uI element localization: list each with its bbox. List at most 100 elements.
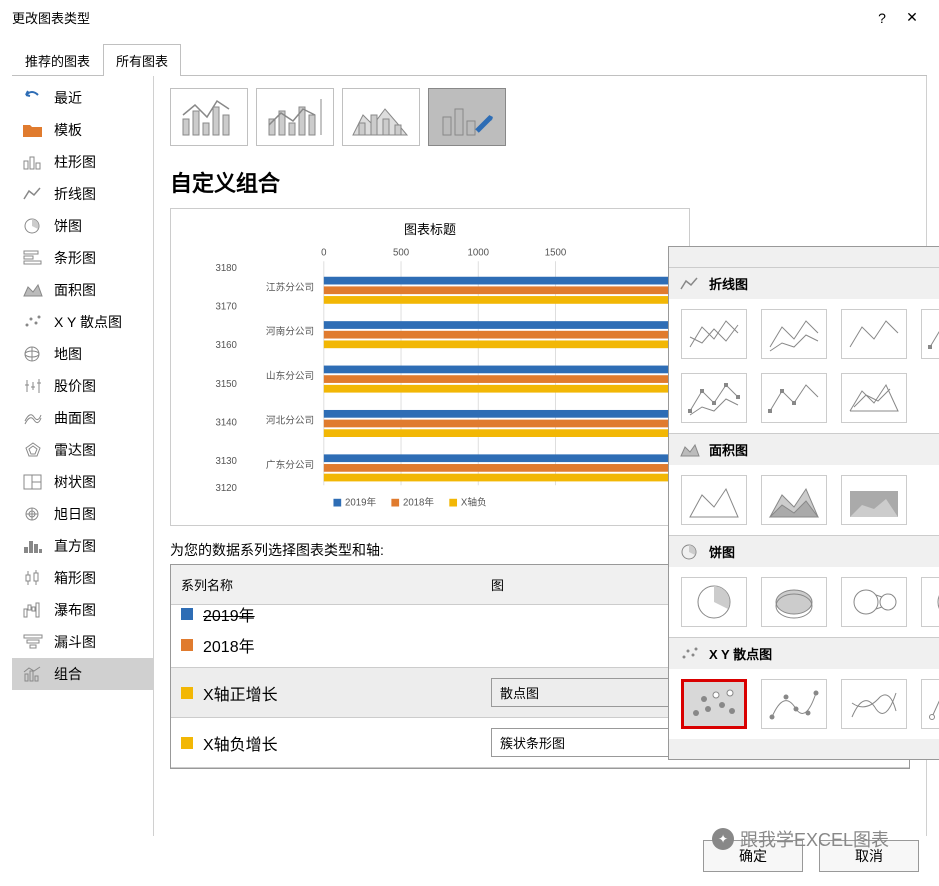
treemap-chart-icon (22, 473, 44, 491)
chart-preview: 图表标题 0 500 1000 1500 3180 3170 3160 3150… (170, 208, 690, 526)
sidebar-item-surface[interactable]: 曲面图 (12, 402, 153, 434)
sidebar-item-label: 组合 (54, 664, 82, 684)
series-swatch (181, 608, 193, 620)
line-subtype-6[interactable] (761, 373, 827, 423)
line-subtype-7[interactable] (841, 373, 907, 423)
cat-label: X Y 散点图 (709, 644, 772, 663)
help-button[interactable]: ? (867, 10, 897, 26)
sidebar-item-waterfall[interactable]: 瀑布图 (12, 594, 153, 626)
line-subtype-1[interactable] (681, 309, 747, 359)
svg-text:0: 0 (321, 248, 326, 259)
combo-subtype-2[interactable] (256, 88, 334, 146)
surface-chart-icon (22, 409, 44, 427)
series-header-name: 系列名称 (171, 565, 481, 604)
sidebar-item-area[interactable]: 面积图 (12, 274, 153, 306)
sidebar-item-radar[interactable]: 雷达图 (12, 434, 153, 466)
combo-subtype-1[interactable] (170, 88, 248, 146)
sidebar-item-label: 旭日图 (54, 504, 96, 524)
series-swatch (181, 687, 193, 699)
sunburst-chart-icon (22, 505, 44, 523)
scroll-up-button[interactable]: ︿ (669, 247, 939, 267)
sidebar-item-column[interactable]: 柱形图 (12, 146, 153, 178)
sidebar-item-label: 曲面图 (54, 408, 96, 428)
sidebar-item-label: 股价图 (54, 376, 96, 396)
sidebar-item-label: 模板 (54, 120, 82, 140)
section-title: 自定义组合 (170, 166, 910, 198)
scatter-subtype-3[interactable] (841, 679, 907, 729)
close-button[interactable]: ✕ (897, 9, 927, 26)
sidebar-item-map[interactable]: 地图 (12, 338, 153, 370)
combo-subtype-3[interactable] (342, 88, 420, 146)
svg-text:3130: 3130 (215, 456, 236, 467)
line-subtype-4[interactable] (921, 309, 939, 359)
scatter-subtype-1[interactable] (681, 679, 747, 729)
cat-label: 面积图 (709, 440, 748, 459)
cat-area: 面积图 (669, 433, 939, 535)
sidebar-item-label: 饼图 (54, 216, 82, 236)
box-whisker-icon (22, 569, 44, 587)
svg-text:3170: 3170 (215, 302, 236, 313)
pie-subtype-4[interactable] (921, 577, 939, 627)
sidebar-item-funnel[interactable]: 漏斗图 (12, 626, 153, 658)
pie-chart-icon (22, 217, 44, 235)
area-subtype-3[interactable] (841, 475, 907, 525)
cancel-button[interactable]: 取消 (819, 840, 919, 872)
series-swatch (181, 639, 193, 651)
sidebar-item-treemap[interactable]: 树状图 (12, 466, 153, 498)
sidebar-item-histogram[interactable]: 直方图 (12, 530, 153, 562)
sidebar-item-label: 雷达图 (54, 440, 96, 460)
main-panel: 自定义组合 图表标题 0 500 1000 1500 3180 3170 316… (154, 76, 926, 836)
sidebar-item-pie[interactable]: 饼图 (12, 210, 153, 242)
line-subtype-5[interactable] (681, 373, 747, 423)
sidebar-item-combo[interactable]: 组合 (12, 658, 153, 690)
area-subtype-1[interactable] (681, 475, 747, 525)
series-name: 2019年 (203, 605, 255, 623)
line-subtype-3[interactable] (841, 309, 907, 359)
svg-text:河南分公司: 河南分公司 (266, 326, 314, 338)
sidebar-item-boxwhisker[interactable]: 箱形图 (12, 562, 153, 594)
pie-subtype-3[interactable] (841, 577, 907, 627)
scatter-subtype-4[interactable] (921, 679, 939, 729)
sidebar-item-line[interactable]: 折线图 (12, 178, 153, 210)
scroll-down-button[interactable]: ﹀ (669, 739, 939, 759)
series-swatch (181, 737, 193, 749)
sidebar-item-bar[interactable]: 条形图 (12, 242, 153, 274)
chart-type-dropdown: ︿ 折线图 面积图 (668, 246, 939, 760)
line-chart-icon (22, 185, 44, 203)
sidebar-item-recent[interactable]: 最近 (12, 82, 153, 114)
svg-text:江苏分公司: 江苏分公司 (266, 281, 314, 293)
sidebar-item-label: 条形图 (54, 248, 96, 268)
histogram-chart-icon (22, 537, 44, 555)
svg-text:500: 500 (393, 248, 409, 259)
tab-all[interactable]: 所有图表 (103, 44, 181, 76)
column-chart-icon (22, 153, 44, 171)
svg-text:山东分公司: 山东分公司 (266, 370, 314, 382)
combo-subtype-custom[interactable] (428, 88, 506, 146)
scatter-subtype-2[interactable] (761, 679, 827, 729)
ok-button[interactable]: 确定 (703, 840, 803, 872)
svg-text:河北分公司: 河北分公司 (266, 414, 314, 426)
combo-subtype-row (170, 88, 910, 146)
pie-subtype-2[interactable] (761, 577, 827, 627)
sidebar-item-label: 直方图 (54, 536, 96, 556)
area-subtype-2[interactable] (761, 475, 827, 525)
line-subtype-2[interactable] (761, 309, 827, 359)
scatter-chart-icon (22, 313, 44, 331)
series-name: X轴正增长 (203, 681, 278, 705)
cat-scatter: X Y 散点图 (669, 637, 939, 739)
svg-text:3140: 3140 (215, 417, 236, 428)
sidebar-item-sunburst[interactable]: 旭日图 (12, 498, 153, 530)
folder-icon (22, 121, 44, 139)
sidebar-item-scatter[interactable]: X Y 散点图 (12, 306, 153, 338)
recent-icon (22, 89, 44, 107)
cat-pie: 饼图 (669, 535, 939, 637)
pie-subtype-1[interactable] (681, 577, 747, 627)
sidebar-item-templates[interactable]: 模板 (12, 114, 153, 146)
tab-recommended[interactable]: 推荐的图表 (12, 44, 103, 76)
svg-text:3180: 3180 (215, 263, 236, 274)
sidebar-item-label: 折线图 (54, 184, 96, 204)
svg-text:1000: 1000 (468, 248, 489, 259)
svg-text:3160: 3160 (215, 340, 236, 351)
sidebar-item-stock[interactable]: 股价图 (12, 370, 153, 402)
svg-text:2018年: 2018年 (403, 497, 434, 509)
